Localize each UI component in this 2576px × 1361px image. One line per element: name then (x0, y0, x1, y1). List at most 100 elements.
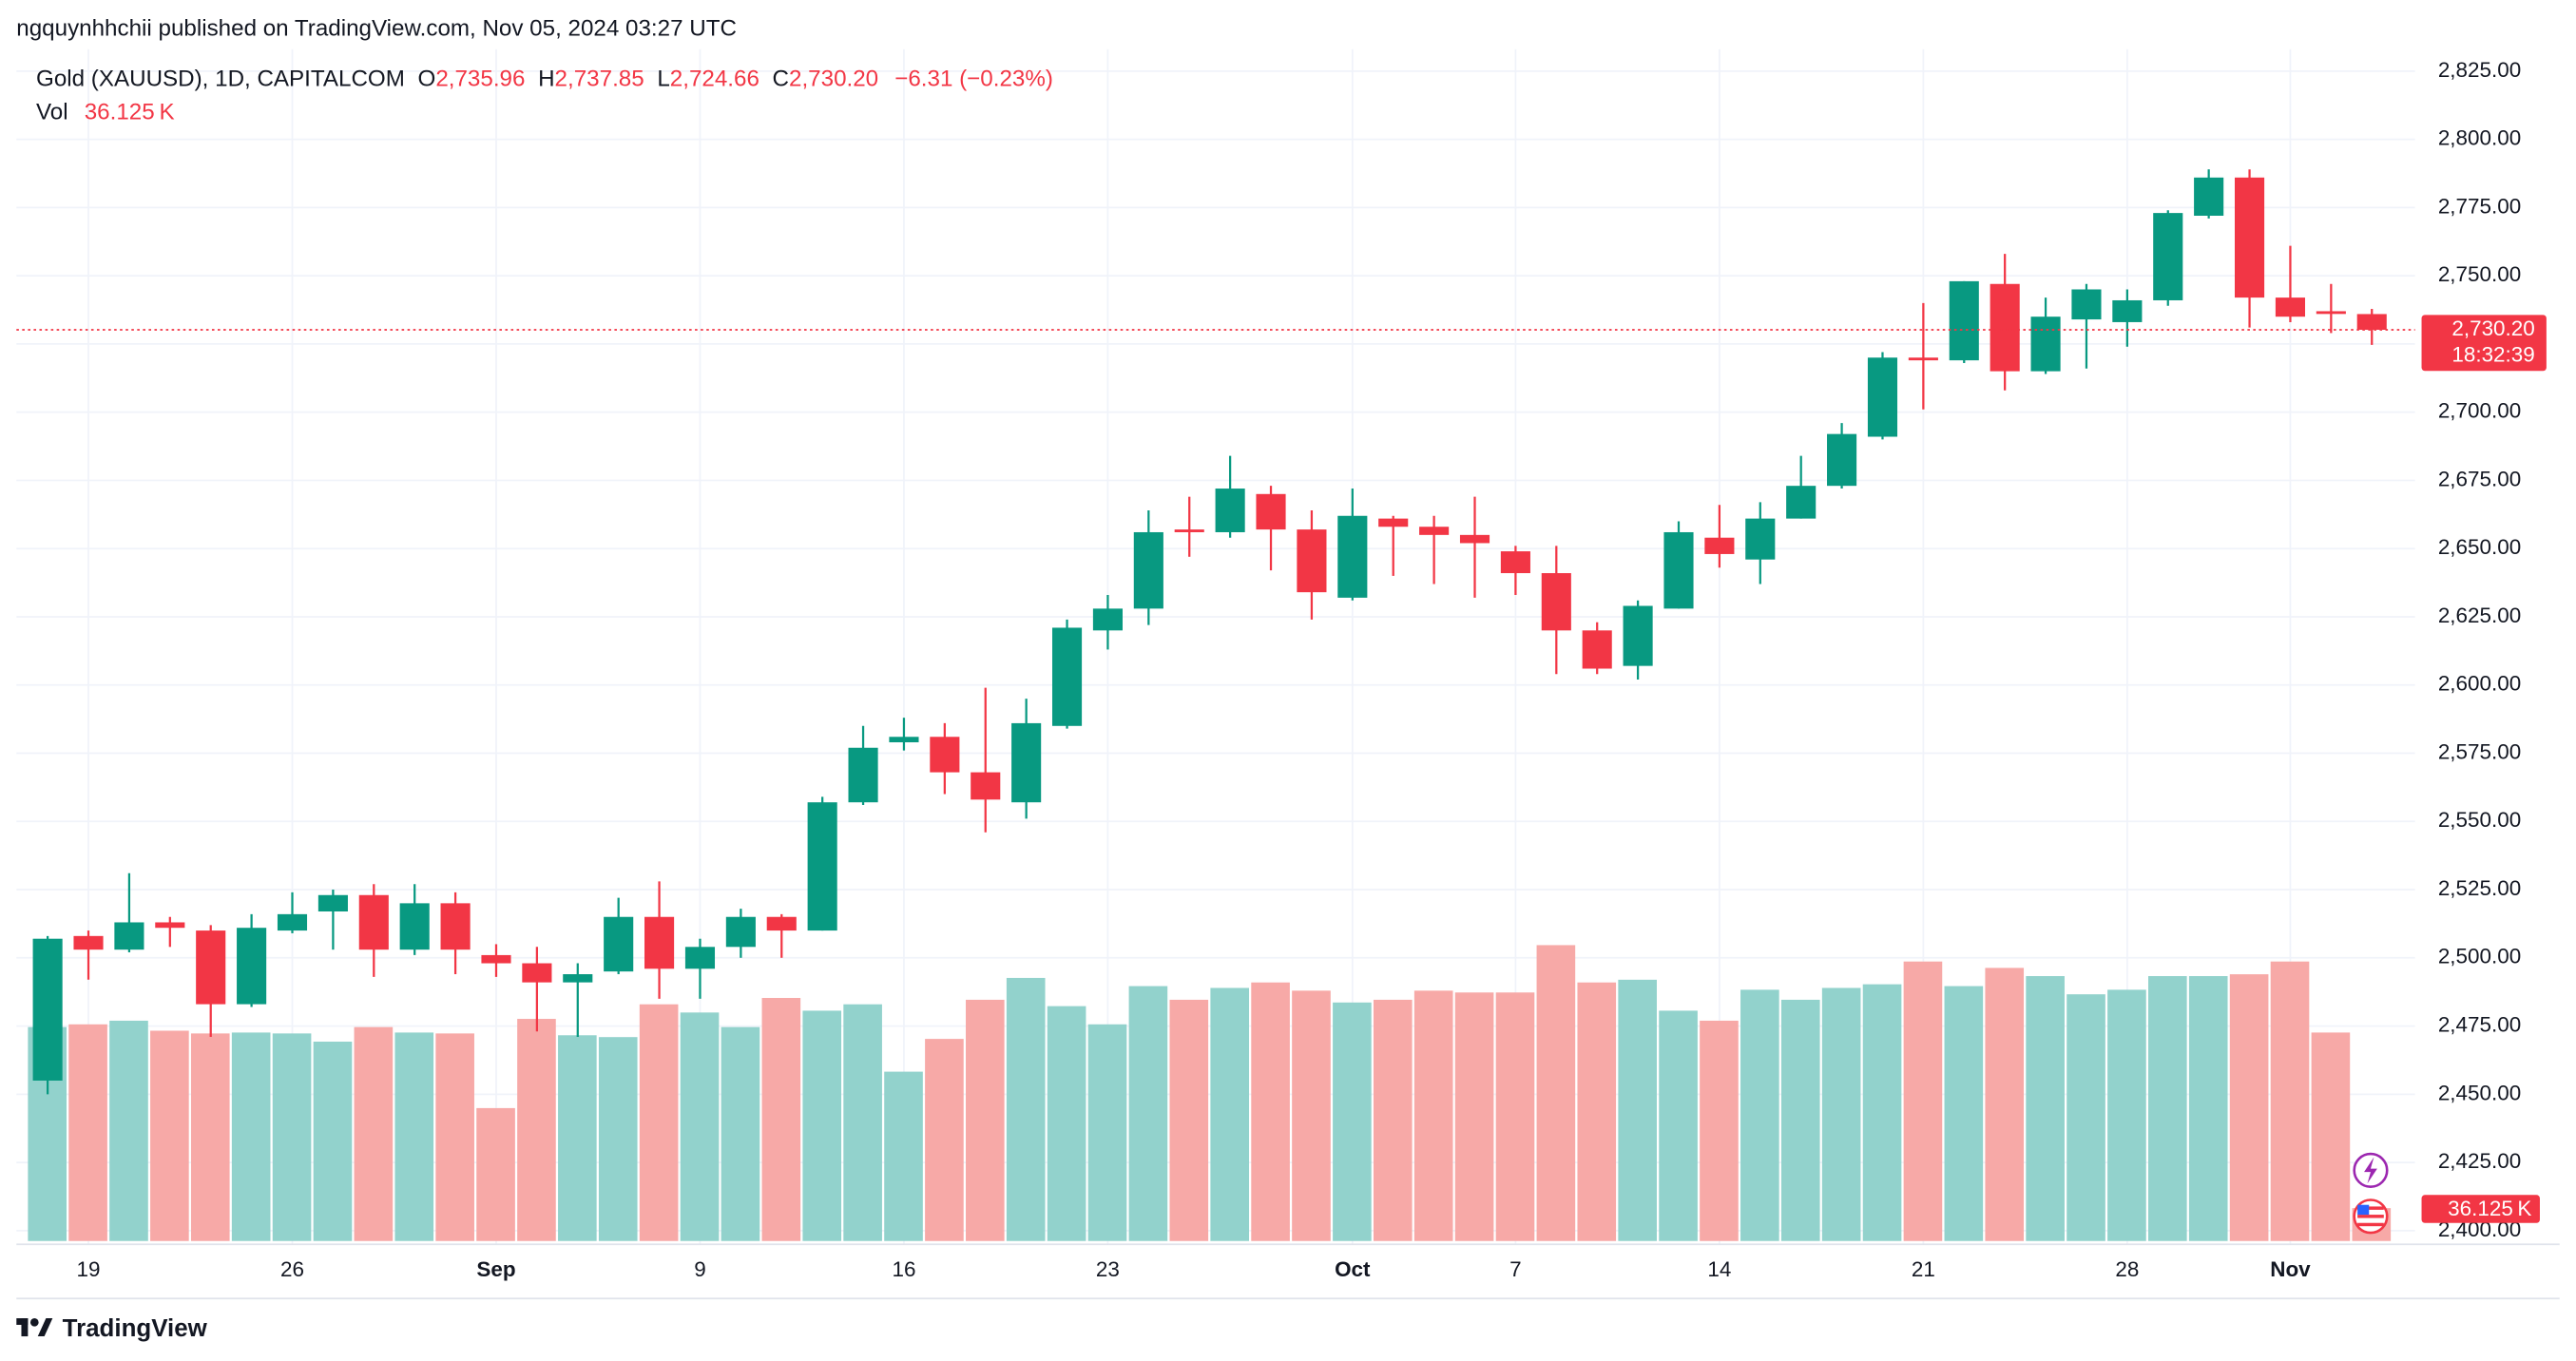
candles (32, 169, 2387, 1095)
candle-body (155, 922, 185, 929)
x-tick-label: 21 (1912, 1257, 1935, 1281)
ohlc-value: 2,735.96 (435, 67, 525, 92)
candle-body (1500, 551, 1530, 574)
candle-body (1949, 280, 1979, 361)
volume-bar (680, 1012, 720, 1241)
candle-body (1215, 489, 1245, 532)
volume-bar (1006, 977, 1046, 1241)
candle-body (889, 737, 919, 743)
candle-body (807, 802, 837, 931)
volume-bar (2188, 976, 2228, 1241)
candle-body (1092, 608, 1123, 631)
volume-bar (1169, 999, 1209, 1241)
y-tick-label: 2,775.00 (2438, 194, 2521, 218)
volume-bar (1413, 990, 1453, 1241)
y-tick-label: 2,700.00 (2438, 399, 2521, 423)
volume-bar (2026, 976, 2065, 1241)
candle-body (2030, 316, 2061, 372)
volume-bar (1740, 989, 1779, 1241)
event-icon[interactable] (2353, 1152, 2389, 1188)
candle-body (481, 954, 511, 964)
candle-body (766, 916, 797, 931)
candle-body (237, 928, 267, 1005)
volume-bar (109, 1020, 148, 1241)
volume-bar (884, 1071, 923, 1241)
volume-bar (1862, 984, 1902, 1241)
volume-bar (1618, 979, 1657, 1241)
candle-body (1337, 515, 1368, 598)
volume-bar (1087, 1024, 1127, 1241)
y-tick-label: 2,600.00 (2438, 672, 2521, 696)
published-note: ngquynhhchii published on TradingView.co… (16, 16, 737, 42)
candle-body (1419, 527, 1450, 535)
volume-bar (1210, 987, 1250, 1241)
country-icon[interactable] (2353, 1198, 2389, 1235)
candle-body (358, 894, 389, 950)
volume-bar (1944, 986, 1984, 1241)
volume-label-box (2421, 1195, 2540, 1223)
x-tick-label: Oct (1335, 1257, 1371, 1281)
symbol-header: Gold (XAUUSD), 1D, CAPITALCOM O2,735.96 … (36, 67, 1053, 92)
volume-bar (2270, 961, 2310, 1241)
candle-body (277, 913, 308, 931)
x-tick-label: 19 (77, 1257, 101, 1281)
candle-body (399, 903, 430, 950)
symbol: Gold (XAUUSD), 1D, CAPITALCOM (36, 67, 405, 92)
candle-body (114, 922, 144, 950)
countdown-label: 18:32:39 (2451, 343, 2534, 367)
volume-bar (843, 1004, 882, 1241)
x-tick-label: 28 (2115, 1257, 2139, 1281)
candle-body (725, 916, 756, 948)
volume-bar (2229, 974, 2269, 1241)
candle-body (440, 903, 471, 950)
volume-bar (68, 1024, 107, 1241)
y-tick-label: 2,475.00 (2438, 1012, 2521, 1036)
volume-bar (1903, 961, 1943, 1241)
ohlc-key: O (418, 67, 436, 92)
volume-bar (476, 1107, 515, 1241)
y-tick-label: 2,675.00 (2438, 467, 2521, 490)
x-tick-label: Nov (2270, 1257, 2311, 1281)
y-tick-label: 2,425.00 (2438, 1149, 2521, 1173)
volume-bar (1985, 968, 2025, 1241)
y-tick-label: 2,750.00 (2438, 262, 2521, 286)
candle-body (1623, 605, 1653, 666)
ohlc-value: 2,730.20 (789, 67, 878, 92)
vol-value: 36.125 K (85, 100, 175, 125)
y-tick-label: 2,550.00 (2438, 808, 2521, 832)
candle-body (2356, 314, 2387, 330)
volume-bar (150, 1030, 189, 1241)
candle-body (1297, 529, 1327, 593)
volume-bar (1128, 986, 1168, 1241)
volume-bar (231, 1032, 271, 1241)
volume-bar (721, 1026, 760, 1241)
candle-body (2275, 297, 2306, 317)
candle-body (2112, 299, 2143, 322)
candle-body (1174, 529, 1204, 532)
volume-bar (1659, 1010, 1698, 1241)
candle-body (1990, 283, 2020, 372)
volume-bar (1700, 1020, 1739, 1241)
candle-body (1133, 531, 1163, 609)
candle-body (1011, 722, 1042, 803)
volume-pane (28, 945, 2392, 1241)
ohlc-key: L (657, 67, 669, 92)
candle-body (1827, 433, 1857, 487)
candle-body (563, 974, 593, 983)
volume-bar (517, 1019, 556, 1241)
volume-bar (394, 1032, 434, 1241)
candle-body (2194, 177, 2224, 216)
volume-axis-label: 36.125 K (2448, 1197, 2531, 1220)
vol-key: Vol (36, 100, 68, 125)
candle-body (2153, 213, 2183, 300)
candle-body (1867, 357, 1898, 437)
volume-header: Vol 36.125 K (36, 100, 175, 125)
ohlc-value: 2,724.66 (670, 67, 759, 92)
candle-body (604, 916, 634, 972)
candle-body (2316, 311, 2346, 315)
overlay: 2,400.002,425.002,450.002,475.002,500.00… (16, 58, 2560, 1281)
candle-body (1378, 518, 1409, 527)
candle-body (196, 930, 226, 1005)
